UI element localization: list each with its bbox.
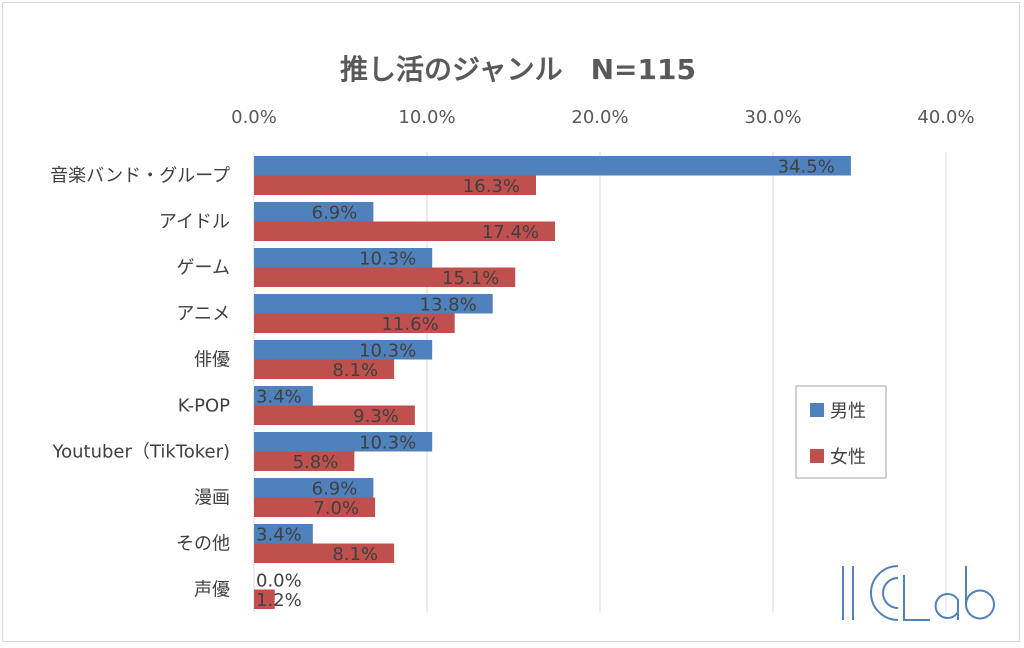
data-label-female: 8.1% — [332, 360, 378, 381]
logo-b — [965, 566, 995, 620]
bar-female — [254, 451, 355, 471]
data-label-male: 10.3% — [359, 249, 416, 270]
category-label: K-POP — [178, 396, 230, 417]
data-label-male: 10.3% — [359, 341, 416, 362]
data-labels: 34.5% 16.3% 6.9% 17.4% 10.3% 15.1% 13.8%11.6% 1… — [256, 157, 835, 612]
bar-male — [254, 248, 433, 268]
category-label: 俳優 — [194, 350, 230, 371]
data-label-female: 15.1% — [442, 268, 499, 289]
x-tick-label: 0.0% — [231, 107, 277, 128]
logo-c-outer — [870, 565, 899, 621]
bar-female — [254, 589, 275, 609]
legend-label-male: 男性 — [830, 401, 866, 422]
category-label: 音楽バンド・グループ — [50, 166, 230, 187]
category-label: アイドル — [159, 212, 230, 233]
data-label-male: 3.4% — [256, 387, 302, 408]
bar-female — [254, 359, 395, 379]
iclab-logo — [842, 565, 995, 621]
data-label-female: 1.2% — [256, 590, 302, 611]
data-label-male: 0.0% — [256, 571, 302, 592]
category-label: 声優 — [194, 580, 230, 601]
bar-male — [254, 202, 374, 222]
bar-female — [254, 267, 516, 287]
category-label: その他 — [176, 534, 230, 555]
x-tick-label: 10.0% — [398, 107, 455, 128]
x-axis-ticks: 0.0% 10.0% 20.0% 30.0% 40.0% — [231, 107, 974, 128]
category-label: 漫画 — [194, 488, 230, 509]
category-label: アニメ — [176, 304, 230, 325]
x-tick-label: 30.0% — [744, 107, 801, 128]
bar-female — [254, 221, 556, 241]
legend-label-female: 女性 — [830, 447, 866, 468]
bar-male — [254, 478, 374, 498]
logo-a — [934, 593, 959, 620]
logo-c-inner — [882, 577, 899, 609]
logo-l — [903, 575, 930, 621]
bar-male — [254, 524, 313, 544]
legend-swatch-female — [810, 449, 824, 463]
bar-female — [254, 313, 455, 333]
data-label-male: 3.4% — [256, 525, 302, 546]
data-label-female: 16.3% — [463, 176, 520, 197]
data-label-female: 11.6% — [381, 314, 438, 335]
data-label-male: 6.9% — [312, 203, 358, 224]
bar-female — [254, 497, 376, 517]
x-tick-label: 20.0% — [571, 107, 628, 128]
x-tick-label: 40.0% — [917, 107, 974, 128]
bar-female — [254, 543, 395, 563]
bar-male — [254, 340, 433, 360]
category-label: ゲーム — [177, 258, 230, 279]
legend: 男性 女性 — [795, 385, 887, 479]
data-label-male: 34.5% — [778, 157, 835, 178]
chart-title: 推し活のジャンル N=115 — [340, 53, 696, 86]
bar-male — [254, 386, 313, 406]
data-label-female: 8.1% — [332, 544, 378, 565]
bar-female — [254, 405, 415, 425]
data-label-male: 6.9% — [312, 479, 358, 500]
bar-female — [254, 175, 536, 195]
bar-male — [254, 294, 493, 314]
data-label-male: 10.3% — [359, 433, 416, 454]
data-label-female: 17.4% — [482, 222, 539, 243]
data-label-female: 7.0% — [313, 498, 359, 519]
bar-male — [254, 156, 851, 176]
data-label-female: 9.3% — [353, 406, 399, 427]
data-label-male: 13.8% — [420, 295, 477, 316]
bar-male — [254, 432, 433, 452]
bars — [254, 156, 851, 609]
legend-swatch-male — [810, 403, 824, 417]
category-label: Youtuber（TikToker) — [52, 442, 231, 463]
data-label-female: 5.8% — [293, 452, 339, 473]
